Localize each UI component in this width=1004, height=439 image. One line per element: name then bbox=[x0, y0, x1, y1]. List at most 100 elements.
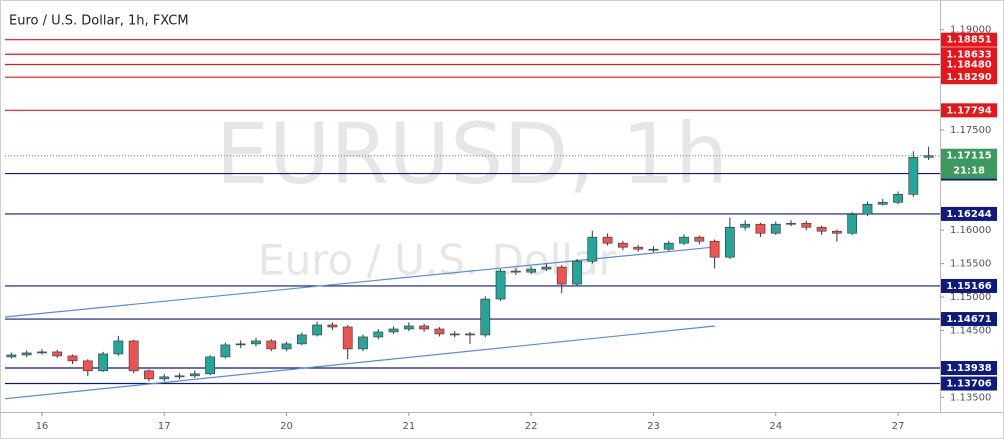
candle-body bbox=[679, 236, 689, 244]
y-tick-label: 1.15000 bbox=[950, 292, 991, 303]
candle-body bbox=[296, 334, 307, 345]
candle-body bbox=[663, 242, 674, 250]
candle-body bbox=[709, 240, 720, 258]
y-tick-label: 1.16000 bbox=[950, 225, 991, 236]
candle-body bbox=[205, 356, 215, 375]
candle-body bbox=[67, 355, 78, 362]
candle-body bbox=[189, 373, 200, 377]
candle-body bbox=[526, 268, 537, 273]
candle-body bbox=[572, 260, 582, 285]
candle-body bbox=[893, 194, 903, 203]
candle-body bbox=[740, 223, 751, 228]
candle-body bbox=[281, 343, 292, 350]
candle-body bbox=[556, 266, 567, 285]
candle-body bbox=[465, 333, 475, 336]
x-tick-label: 20 bbox=[280, 421, 293, 432]
candle-body bbox=[419, 325, 430, 330]
candle-body bbox=[327, 324, 338, 328]
level-label: 1.14671 bbox=[946, 314, 992, 325]
level-label-box bbox=[941, 278, 997, 293]
candle-body bbox=[128, 340, 139, 372]
level-label: 1.18480 bbox=[946, 59, 992, 70]
candle-body bbox=[755, 223, 766, 234]
candle-body bbox=[144, 370, 154, 380]
level-label-box bbox=[941, 103, 997, 118]
level-label: 1.18851 bbox=[946, 35, 992, 46]
candle-body bbox=[908, 157, 919, 195]
candle-body bbox=[923, 155, 934, 158]
candle-body bbox=[6, 354, 17, 358]
candle-body bbox=[510, 270, 521, 273]
level-label: 1.18633 bbox=[946, 49, 992, 60]
level-label-box bbox=[941, 376, 997, 391]
y-tick-label: 1.15500 bbox=[950, 259, 991, 270]
candle-body bbox=[602, 236, 613, 244]
level-label-box bbox=[941, 312, 997, 327]
y-tick-label: 1.13500 bbox=[950, 392, 991, 403]
level-label-box bbox=[941, 206, 997, 221]
level-label: 1.17794 bbox=[946, 105, 992, 116]
candle-body bbox=[587, 236, 598, 262]
candle-body bbox=[648, 248, 659, 251]
candle-body bbox=[434, 328, 445, 335]
candle-body bbox=[724, 226, 735, 258]
candle-body bbox=[403, 325, 414, 330]
candle-body bbox=[801, 222, 812, 228]
x-tick-label: 27 bbox=[892, 421, 905, 432]
candle-body bbox=[21, 352, 32, 356]
y-tick-label: 1.14500 bbox=[950, 325, 991, 336]
candle-body bbox=[816, 226, 827, 232]
candle-body bbox=[541, 266, 552, 270]
x-tick-label: 22 bbox=[525, 421, 538, 432]
level-label: 1.16244 bbox=[946, 209, 992, 220]
candle-body bbox=[358, 336, 368, 350]
candle-body bbox=[449, 333, 460, 336]
candle-body bbox=[633, 246, 644, 250]
candle-body bbox=[52, 351, 63, 357]
level-label-box bbox=[941, 361, 997, 376]
watermark-symbol: EURUSD, 1h bbox=[216, 105, 729, 203]
y-tick-label: 1.17500 bbox=[950, 125, 991, 136]
candle-body bbox=[251, 340, 261, 345]
x-tick-label: 21 bbox=[402, 421, 415, 432]
level-label: 1.18290 bbox=[946, 72, 992, 83]
candle-body bbox=[617, 242, 628, 248]
chart-title: Euro / U.S. Dollar, 1h, FXCM bbox=[9, 14, 189, 29]
x-tick-label: 23 bbox=[647, 421, 660, 432]
current-price-box bbox=[941, 148, 997, 179]
trend-line bbox=[4, 325, 716, 400]
candle-body bbox=[342, 326, 353, 350]
candle-body bbox=[174, 375, 185, 378]
level-label-box bbox=[941, 70, 997, 85]
candle-body bbox=[847, 213, 858, 234]
candle-body bbox=[388, 328, 399, 333]
level-label-box bbox=[941, 57, 997, 72]
candle-body bbox=[877, 201, 888, 205]
candle-body bbox=[312, 324, 323, 336]
level-label: 1.13938 bbox=[946, 363, 992, 374]
candle-body bbox=[113, 340, 124, 355]
candle-body bbox=[98, 353, 108, 372]
candle-body bbox=[832, 230, 842, 234]
candle-body bbox=[373, 331, 384, 338]
candle-body bbox=[220, 344, 231, 358]
level-label-box bbox=[941, 32, 997, 47]
candle-body bbox=[266, 340, 277, 350]
countdown: 21:18 bbox=[953, 166, 985, 177]
x-tick-label: 16 bbox=[36, 421, 49, 432]
level-label: 1.13706 bbox=[946, 379, 992, 390]
x-tick-label: 17 bbox=[158, 421, 171, 432]
x-tick-label: 24 bbox=[769, 421, 782, 432]
y-tick-label: 1.19000 bbox=[950, 25, 991, 36]
candle-body bbox=[495, 270, 506, 300]
candle-body bbox=[480, 298, 491, 336]
level-label: 1.15166 bbox=[946, 281, 992, 292]
candle-body bbox=[235, 343, 246, 346]
candle-body bbox=[37, 351, 47, 354]
current-price-label: 1.17115 bbox=[946, 151, 992, 162]
candle-body bbox=[770, 223, 781, 234]
candle-body bbox=[786, 222, 796, 225]
candle-body bbox=[862, 203, 873, 215]
